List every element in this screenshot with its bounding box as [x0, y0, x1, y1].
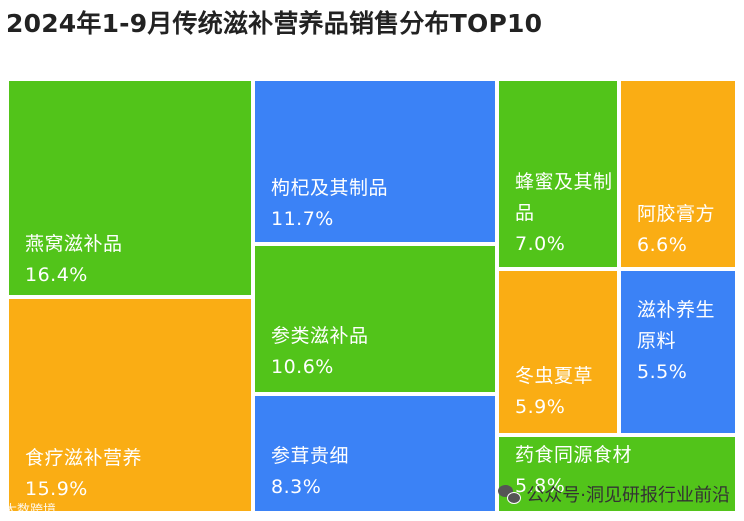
tile-name: 参类滋补品 — [271, 325, 369, 347]
tile-value: 5.8% — [515, 475, 566, 497]
treemap-tile: 燕窝滋补品 16.4% — [7, 79, 253, 297]
wechat-icon — [498, 485, 522, 504]
tile-name: 参茸贵细 — [271, 445, 350, 467]
tile-label: 食疗滋补营养 15.9% — [25, 443, 142, 505]
watermark-right-text: 公众号·洞见研报行业前沿 — [526, 485, 730, 506]
treemap-tile: 冬虫夏草 5.9% — [497, 269, 619, 435]
tile-label: 药食同源食材 5.8% — [515, 440, 632, 502]
tile-name: 食疗滋补营养 — [25, 447, 143, 469]
tile-value: 15.9% — [25, 478, 88, 500]
tile-label: 滋补养生原料 5.5% — [637, 295, 733, 388]
tile-label: 参类滋补品 10.6% — [271, 321, 369, 383]
tile-label: 蜂蜜及其制品 7.0% — [515, 167, 615, 260]
tile-label: 参茸贵细 8.3% — [271, 441, 349, 503]
tile-value: 10.6% — [271, 356, 334, 378]
tile-name: 滋补养生原料 — [637, 299, 716, 352]
treemap-tile: 食疗滋补营养 15.9% — [7, 297, 253, 513]
tile-name: 蜂蜜及其制品 — [515, 171, 613, 224]
tile-value: 5.9% — [515, 396, 566, 418]
tile-name: 燕窝滋补品 — [25, 233, 123, 255]
treemap-tile: 枸杞及其制品 11.7% — [253, 79, 497, 244]
tile-value: 16.4% — [25, 264, 88, 286]
treemap-tile: 阿胶膏方 6.6% — [619, 79, 737, 269]
tile-value: 11.7% — [271, 208, 334, 230]
tile-label: 阿胶膏方 6.6% — [637, 199, 715, 261]
treemap-tile: 药食同源食材 5.8% — [497, 435, 737, 513]
treemap-tile: 参类滋补品 10.6% — [253, 244, 497, 394]
tile-label: 枸杞及其制品 11.7% — [271, 173, 388, 235]
watermark-left: 大数跨境 — [4, 503, 57, 518]
treemap-tile: 参茸贵细 8.3% — [253, 394, 497, 513]
chart-title: 2024年1-9月传统滋补营养品销售分布TOP10 — [6, 9, 543, 38]
tile-label: 燕窝滋补品 16.4% — [25, 229, 123, 291]
tile-value: 8.3% — [271, 476, 322, 498]
treemap: 燕窝滋补品 16.4% 食疗滋补营养 15.9% 枸杞及其制品 11.7% 参类滋补品 10.… — [7, 79, 737, 513]
tile-name: 冬虫夏草 — [515, 365, 594, 387]
treemap-tile: 滋补养生原料 5.5% — [619, 269, 737, 435]
tile-label: 冬虫夏草 5.9% — [515, 361, 593, 423]
tile-name: 药食同源食材 — [515, 444, 633, 466]
tile-name: 阿胶膏方 — [637, 203, 716, 225]
tile-value: 5.5% — [637, 361, 688, 383]
watermark-right: 公众号·洞见研报行业前沿 — [498, 481, 730, 507]
tile-value: 6.6% — [637, 234, 688, 256]
tile-name: 枸杞及其制品 — [271, 177, 389, 199]
tile-value: 7.0% — [515, 233, 566, 255]
treemap-tile: 蜂蜜及其制品 7.0% — [497, 79, 619, 269]
